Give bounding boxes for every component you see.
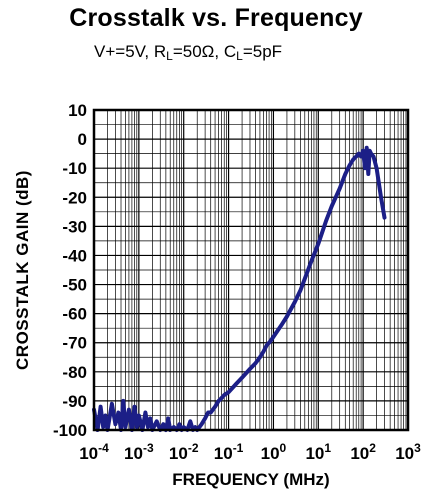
y-tick-label: -100 xyxy=(53,421,87,440)
y-tick-label: -80 xyxy=(62,363,87,382)
y-tick-label: -70 xyxy=(62,334,87,353)
x-tick-label: 10-2 xyxy=(169,441,199,463)
x-tick-label: 102 xyxy=(350,441,376,463)
x-axis-label: FREQUENCY (MHz) xyxy=(172,470,330,489)
y-tick-label: -30 xyxy=(62,217,87,236)
subtitle-part: =50Ω, C xyxy=(172,42,237,61)
y-tick-label: -90 xyxy=(62,392,87,411)
x-tick-label: 10-4 xyxy=(79,441,109,463)
subtitle-part: =5pF xyxy=(242,42,283,61)
y-tick-label: 0 xyxy=(78,130,87,149)
x-tick-label: 103 xyxy=(395,441,421,463)
y-tick-label: -40 xyxy=(62,246,87,265)
y-tick-label: -60 xyxy=(62,305,87,324)
crosstalk-series-line xyxy=(92,145,387,432)
y-axis-label: CROSSTALK GAIN (dB) xyxy=(13,170,32,370)
y-tick-label: -20 xyxy=(62,188,87,207)
x-tick-label: 10-1 xyxy=(214,441,244,463)
y-tick-label: -50 xyxy=(62,276,87,295)
subtitle-part: L xyxy=(166,49,173,63)
chart-subtitle: V+=5V, RL=50Ω, CL=5pF xyxy=(94,42,282,63)
subtitle-part: L xyxy=(236,49,243,63)
x-tick-label: 100 xyxy=(261,441,287,463)
y-axis-label-wrap: CROSSTALK GAIN (dB) xyxy=(8,100,38,440)
x-tick-label: 10-3 xyxy=(124,441,154,463)
subtitle-part: V+=5V, R xyxy=(94,42,167,61)
x-tick-label: 101 xyxy=(305,441,331,463)
y-tick-label: -10 xyxy=(62,159,87,178)
plot-frame xyxy=(92,108,410,432)
chart-title: Crosstalk vs. Frequency xyxy=(69,4,363,32)
y-tick-label: 10 xyxy=(68,101,87,120)
